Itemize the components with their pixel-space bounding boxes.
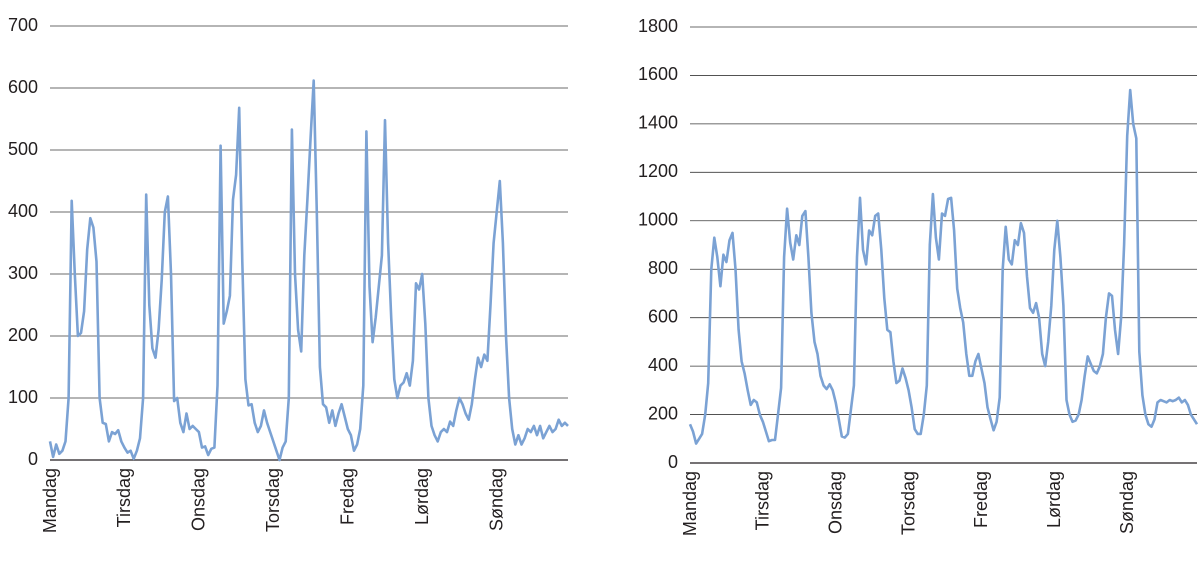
y-tick-label: 400 — [648, 355, 678, 375]
x-tick-label: Mandag — [40, 468, 60, 533]
x-tick-label: Lørdag — [1044, 471, 1064, 528]
line — [688, 88, 1199, 445]
x-tick-label: Tirsdag — [753, 471, 773, 530]
x-tick-label: Onsdag — [189, 468, 209, 531]
y-tick-label: 100 — [8, 387, 38, 407]
x-tick-label: Mandag — [680, 471, 700, 536]
y-tick-label: 600 — [648, 306, 678, 326]
y-tick-label: 1800 — [638, 16, 678, 36]
y-tick-label: 1400 — [638, 113, 678, 133]
x-tick-label: Onsdag — [825, 471, 845, 534]
y-tick-label: 1000 — [638, 210, 678, 230]
x-tick-label: Lørdag — [412, 468, 432, 525]
x-tick-label: Fredag — [338, 468, 358, 525]
x-tick-label: Søndag — [1117, 471, 1137, 534]
x-tick-label: Søndag — [486, 468, 506, 531]
y-tick-label: 1600 — [638, 64, 678, 84]
line — [48, 79, 569, 462]
y-tick-label: 200 — [8, 325, 38, 345]
y-tick-label: 1200 — [638, 161, 678, 181]
y-tick-label: 400 — [8, 201, 38, 221]
y-tick-label: 200 — [648, 403, 678, 423]
x-tick-label: Torsdag — [898, 471, 918, 535]
y-tick-label: 300 — [8, 263, 38, 283]
y-tick-label: 0 — [668, 452, 678, 472]
x-tick-label: Tirsdag — [114, 468, 134, 527]
y-tick-label: 800 — [648, 258, 678, 278]
y-tick-label: 600 — [8, 77, 38, 97]
x-tick-label: Fredag — [971, 471, 991, 528]
y-tick-label: 500 — [8, 139, 38, 159]
x-tick-label: Torsdag — [263, 468, 283, 532]
y-tick-label: 0 — [28, 449, 38, 469]
y-tick-label: 700 — [8, 15, 38, 35]
